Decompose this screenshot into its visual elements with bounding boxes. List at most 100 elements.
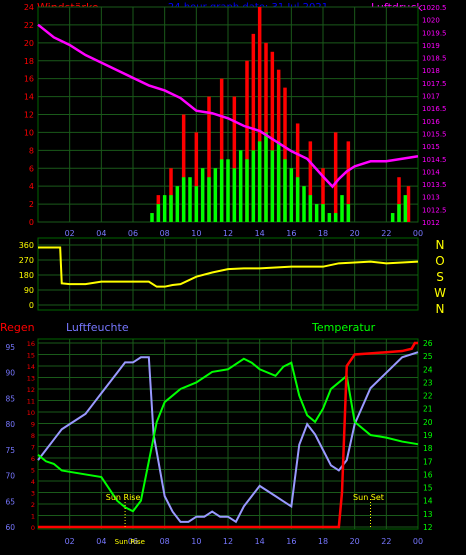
- temperature-tick-label: 20: [423, 418, 433, 427]
- direction-grid: [38, 238, 418, 310]
- wind-avg-bar: [213, 168, 218, 222]
- x-tick-label: 20: [350, 537, 360, 546]
- wind-gust-bar: [232, 96, 237, 222]
- temperature-tick-label: 12: [423, 523, 433, 532]
- regen-tick-label: 0: [31, 524, 35, 532]
- wind-gust-bar: [245, 60, 249, 222]
- wind-avg-bar: [302, 186, 306, 222]
- wind-avg-bar: [397, 204, 401, 222]
- compass-label: O: [435, 254, 444, 268]
- temperature-series-line: [37, 357, 419, 513]
- wind-gust-bar: [308, 141, 313, 222]
- regen-series-line: [38, 341, 418, 529]
- humidity-axis-title: Luftfeuchte: [66, 321, 129, 334]
- wind-avg-bar: [340, 195, 344, 222]
- wind-avg-bar: [346, 204, 351, 222]
- wind-gust-bar: [194, 132, 199, 222]
- temperature-tick-label: 19: [423, 431, 433, 440]
- temperature-tick-label: 16: [423, 470, 433, 479]
- rain-grid: [38, 339, 418, 529]
- wind-avg-bar: [314, 204, 319, 222]
- wind-gust-bar: [207, 96, 211, 222]
- regen-tick-label: 4: [31, 478, 35, 486]
- rain-humidity-temp-lines: [37, 341, 419, 529]
- wind-x-ticks: 02 04 06 08 10 12 14 16 18 20 22 00: [65, 229, 424, 238]
- x-tick-label: 02: [65, 537, 75, 546]
- x-tick-label: 04: [96, 229, 106, 238]
- sun-annotations: Sun Rise Sun Set: [106, 493, 384, 528]
- pressure-tick-label: 1015.5: [422, 130, 447, 138]
- pressure-tick-label: 1017: [422, 93, 440, 101]
- x-tick-label: 18: [318, 537, 328, 546]
- humidity-tick-label: 95: [5, 343, 15, 352]
- x-tick-label: 14: [255, 229, 265, 238]
- x-tick-label: 08: [160, 537, 170, 546]
- wind-tick-label: 16: [24, 75, 34, 84]
- x-tick-label: 06: [128, 537, 138, 546]
- wind-avg-bar: [238, 150, 243, 222]
- wind-avg-bar: [162, 195, 167, 222]
- wind-avg-bar: [333, 213, 338, 222]
- x-tick-label: 14: [255, 537, 265, 546]
- pressure-tick-label: 1019.5: [422, 29, 447, 37]
- regen-tick-label: 12: [27, 386, 35, 394]
- x-tick-label: 04: [96, 537, 106, 546]
- rain-humidity-temp-panel: Sun Rise Sun Set 012345678910111213141516…: [5, 338, 433, 546]
- regen-tick-label: 15: [27, 352, 35, 360]
- temperature-tick-label: 17: [423, 457, 433, 466]
- wind-avg-bar: [270, 150, 275, 222]
- wind-avg-bar: [308, 195, 313, 222]
- wind-avg-bar: [283, 159, 287, 222]
- temperature-tick-label: 15: [423, 484, 433, 493]
- wind-avg-bar: [245, 159, 249, 222]
- humidity-tick-label: 85: [5, 394, 15, 403]
- pressure-tick-label: 1012.5: [422, 206, 447, 214]
- x-tick-label: 00: [413, 229, 423, 238]
- wind-avg-bar: [169, 195, 173, 222]
- x-tick-label: 12: [223, 537, 233, 546]
- regen-tick-label: 2: [31, 501, 35, 509]
- wind-gust-bar: [181, 114, 186, 222]
- x-tick-label: 20: [350, 229, 360, 238]
- sun-rise-bottom-label: Sun Rise: [115, 538, 145, 546]
- wind-tick-label: 6: [29, 164, 34, 173]
- wind-tick-label: 20: [24, 39, 34, 48]
- rain-x-ticks: 02 04 06 08 10 12 14 16 18 20 22 00 Sun Rise: [65, 537, 424, 546]
- wind-avg-bar: [194, 186, 199, 222]
- temperature-tick-label: 21: [423, 405, 433, 414]
- humidity-tick-label: 75: [5, 446, 15, 455]
- direction-axis-ticks: 0 90 180 270 360: [19, 241, 34, 310]
- wind-gust-bar: [219, 78, 224, 223]
- x-tick-label: 16: [286, 537, 296, 546]
- wind-tick-label: 24: [24, 3, 34, 12]
- humidity-tick-label: 70: [5, 472, 15, 481]
- direction-tick-label: 0: [29, 301, 34, 310]
- x-tick-label: 00: [413, 537, 423, 546]
- regen-axis-title: Regen: [0, 321, 35, 334]
- regen-tick-label: 11: [27, 398, 35, 406]
- humidity-tick-label: 65: [5, 497, 15, 506]
- pressure-axis-ticks: 1012 1012.5 1013 1013.5 1014 1014.5 1015 1015.5…: [422, 4, 447, 227]
- wind-gust-bar: [333, 132, 338, 222]
- temperature-tick-label: 25: [423, 352, 433, 361]
- wind-gust-bar: [270, 51, 275, 222]
- wind-tick-label: 18: [24, 57, 34, 66]
- x-tick-label: 22: [381, 229, 391, 238]
- wind-avg-bar: [403, 195, 408, 222]
- pressure-tick-label: 1016: [422, 118, 440, 126]
- regen-tick-label: 9: [31, 421, 35, 429]
- x-tick-label: 18: [318, 229, 328, 238]
- wind-tick-label: 10: [24, 128, 34, 137]
- humidity-tick-label: 90: [5, 369, 15, 378]
- humidity-tick-label: 80: [5, 420, 15, 429]
- regen-tick-label: 13: [27, 375, 35, 383]
- wind-avg-bar: [327, 213, 332, 222]
- wind-avg-bar: [276, 141, 281, 222]
- humidity-tick-label: 60: [5, 523, 15, 532]
- pressure-tick-label: 1017.5: [422, 80, 447, 88]
